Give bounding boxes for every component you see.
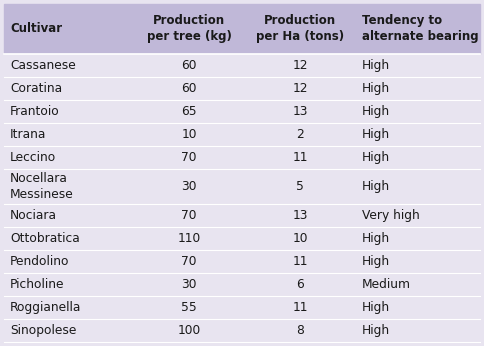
Text: Frantoio: Frantoio [10,105,60,118]
Text: Leccino: Leccino [10,151,56,164]
Text: Nociara: Nociara [10,209,57,222]
Bar [4,169,480,204]
Text: 30: 30 [181,278,197,291]
Text: 100: 100 [177,324,201,337]
Text: 13: 13 [292,105,308,118]
Text: 70: 70 [181,255,197,268]
Text: 8: 8 [296,324,304,337]
Bar [4,319,480,342]
Text: 10: 10 [181,128,197,141]
Text: 110: 110 [177,232,201,245]
Text: Coratina: Coratina [10,82,62,95]
Text: 70: 70 [181,151,197,164]
Text: Cultivar: Cultivar [10,22,62,36]
Text: High: High [362,324,390,337]
Bar [4,4,480,54]
Text: 11: 11 [292,301,308,314]
Text: Cassanese: Cassanese [10,59,76,72]
Text: Pendolino: Pendolino [10,255,70,268]
Bar [4,273,480,296]
Text: 5: 5 [296,180,304,193]
Text: Sinopolese: Sinopolese [10,324,76,337]
Text: Picholine: Picholine [10,278,64,291]
Text: High: High [362,232,390,245]
Bar [4,227,480,250]
Text: High: High [362,255,390,268]
Text: 10: 10 [292,232,308,245]
Text: 13: 13 [292,209,308,222]
Text: 12: 12 [292,82,308,95]
Text: 2: 2 [296,128,304,141]
Text: 12: 12 [292,59,308,72]
Text: 60: 60 [181,59,197,72]
Bar [4,250,480,273]
Bar [4,146,480,169]
Text: Production
per tree (kg): Production per tree (kg) [147,15,231,44]
Text: 70: 70 [181,209,197,222]
Text: High: High [362,105,390,118]
Text: Tendency to
alternate bearing: Tendency to alternate bearing [362,15,479,44]
Text: 30: 30 [181,180,197,193]
Bar [4,77,480,100]
Text: High: High [362,151,390,164]
Text: Ottobratica: Ottobratica [10,232,80,245]
Text: Production
per Ha (tons): Production per Ha (tons) [256,15,344,44]
Text: High: High [362,301,390,314]
Text: Medium: Medium [362,278,411,291]
Text: Itrana: Itrana [10,128,46,141]
Text: High: High [362,59,390,72]
Text: 11: 11 [292,151,308,164]
Text: High: High [362,180,390,193]
Bar [4,100,480,123]
Text: Very high: Very high [362,209,420,222]
Text: 65: 65 [181,105,197,118]
Text: High: High [362,82,390,95]
Bar [4,296,480,319]
Bar [4,204,480,227]
Bar [4,123,480,146]
Text: Roggianella: Roggianella [10,301,81,314]
Bar [4,54,480,77]
Text: 55: 55 [181,301,197,314]
Text: Nocellara
Messinese: Nocellara Messinese [10,172,74,201]
Text: 6: 6 [296,278,304,291]
Text: 11: 11 [292,255,308,268]
Text: High: High [362,128,390,141]
Text: 60: 60 [181,82,197,95]
